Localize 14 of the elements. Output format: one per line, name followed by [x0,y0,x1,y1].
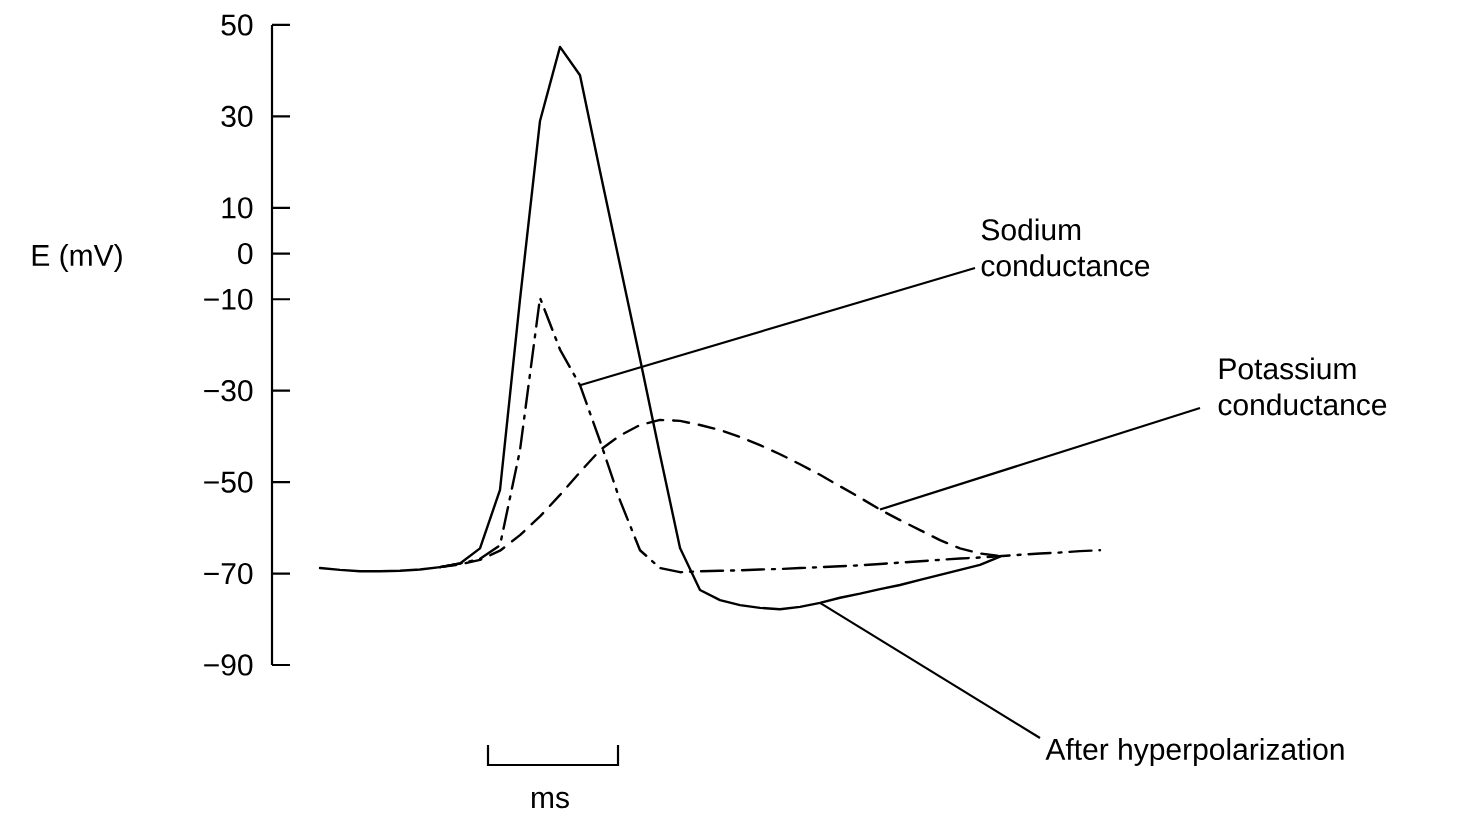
y-axis-title: E (mV) [32,244,122,272]
y-tick-label: −10 [204,288,253,310]
y-tick-label: 0 [238,242,253,265]
text: After hyperpolarization [1045,738,1344,766]
y-tick-label: −50 [204,471,253,493]
text: Potassium conductance [1218,357,1387,416]
y-tick-label: −90 [204,654,253,676]
text: ms [531,791,569,809]
y-tick-label: −30 [204,380,253,402]
text: Sodium conductance [981,218,1150,277]
y-tick-label: −70 [204,562,253,585]
y-tick-label: 10 [222,197,253,219]
y-tick-label: 50 [221,14,253,36]
y-tick-label: 30 [221,105,253,128]
